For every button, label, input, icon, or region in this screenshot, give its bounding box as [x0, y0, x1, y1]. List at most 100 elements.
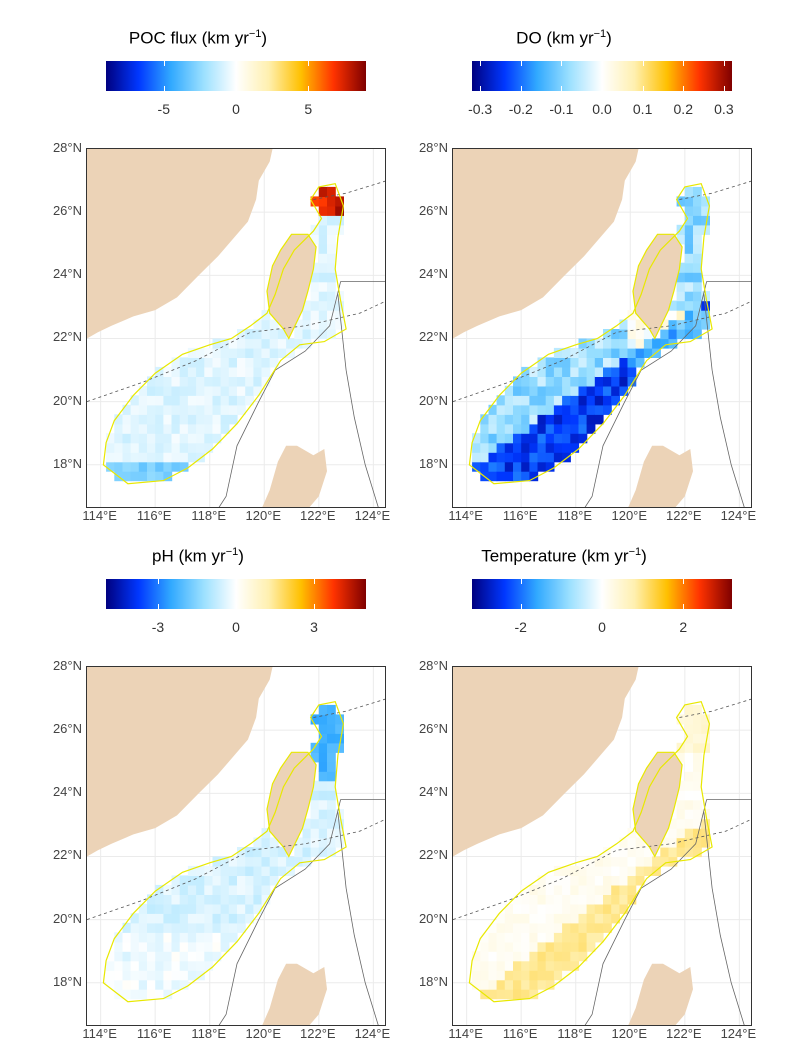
heat-cell: [179, 366, 189, 377]
heat-cell: [196, 894, 205, 905]
heat-cell: [204, 385, 214, 396]
heat-cell: [335, 714, 344, 725]
heat-cell: [529, 960, 539, 971]
heat-cell: [553, 951, 563, 962]
heat-cell: [147, 404, 156, 415]
heat-cell: [529, 414, 539, 425]
heat-cell: [472, 442, 481, 453]
heat-cell: [228, 376, 238, 387]
heat-cell: [187, 385, 197, 396]
heat-cell: [570, 903, 580, 914]
heat-cell: [122, 452, 132, 463]
heat-cell: [693, 243, 702, 254]
heat-cell: [545, 884, 555, 895]
heat-cell: [619, 875, 629, 886]
heat-cell: [684, 723, 694, 734]
heat-cell: [676, 714, 686, 725]
heat-cell: [318, 799, 328, 810]
heat-cell: [237, 338, 246, 349]
heat-cell: [318, 733, 328, 744]
heat-cell: [684, 205, 694, 216]
heat-cell: [513, 960, 522, 971]
heat-cell: [294, 338, 304, 349]
heat-cell: [318, 300, 328, 311]
heat-cell: [212, 932, 222, 943]
heat-cell: [253, 865, 263, 876]
colorbar-tick: [723, 61, 725, 66]
colorbar-tick-label: -0.3: [468, 101, 493, 117]
heat-cell: [163, 433, 173, 444]
heat-cell: [578, 414, 588, 425]
heat-cell: [570, 960, 580, 971]
lat-axis-label: 18°N: [418, 455, 448, 471]
heat-cell: [562, 376, 571, 387]
heat-cell: [537, 894, 547, 905]
lon-axis-label: 116°E: [502, 1026, 538, 1041]
heat-cell: [611, 329, 620, 340]
heat-cell: [701, 723, 710, 734]
heat-cell: [327, 234, 336, 245]
heat-cell: [106, 433, 115, 444]
land-china: [87, 149, 273, 339]
heat-cell: [627, 329, 637, 340]
heat-cell: [537, 357, 547, 368]
heat-cell: [253, 875, 263, 886]
heat-cell: [496, 951, 506, 962]
colorbar-tick-label: -2: [514, 619, 527, 635]
heat-cell: [684, 329, 694, 340]
heat-cell: [196, 442, 205, 453]
dashed-boundary-line: [313, 698, 385, 718]
heat-cell: [220, 347, 230, 358]
heat-cell: [701, 215, 710, 226]
lon-axis-label: 114°E: [82, 508, 117, 523]
heat-cell: [529, 979, 539, 990]
colorbar-tick-label: 3: [310, 619, 318, 635]
heat-cell: [138, 941, 148, 952]
heat-cell: [537, 951, 547, 962]
heat-cell: [122, 970, 132, 981]
heat-cell: [187, 970, 197, 981]
heat-cell: [553, 970, 563, 981]
heat-cell: [327, 733, 336, 744]
heat-cell: [545, 376, 555, 387]
heat-cell: [594, 884, 604, 895]
heat-cell: [220, 922, 230, 933]
heat-cell: [245, 856, 254, 867]
panel-ph: pH (km yr−1) -3 0 3 28°N 26°N 24°N 22°N 20°N 18…: [0, 518, 396, 1046]
heat-cell: [570, 951, 580, 962]
heat-cell: [676, 196, 686, 207]
heat-cell: [586, 338, 596, 349]
heat-cell: [537, 979, 547, 990]
heat-cell: [147, 442, 156, 453]
land-luzon: [628, 445, 693, 507]
heat-cell: [269, 329, 279, 340]
heat-cell: [504, 395, 514, 406]
land-china: [87, 667, 273, 857]
colorbar-tick: [308, 61, 310, 66]
heat-cell: [163, 932, 173, 943]
heat-cell: [676, 828, 686, 839]
heat-cell: [693, 272, 702, 283]
colorbar-tick: [683, 61, 685, 66]
heat-cell: [294, 329, 304, 340]
heat-cell: [204, 903, 214, 914]
heat-cell: [318, 234, 328, 245]
heat-cell: [130, 951, 140, 962]
lat-axis-label: 26°N: [52, 203, 82, 219]
heat-cell: [693, 310, 702, 321]
study-area-boundary: [102, 183, 347, 485]
heat-cell: [327, 714, 336, 725]
heat-cell: [335, 310, 344, 321]
heat-cell: [693, 215, 702, 226]
heat-cell: [562, 385, 571, 396]
heat-cell: [114, 414, 124, 425]
heat-cell: [545, 941, 555, 952]
heat-cell: [253, 903, 263, 914]
heat-cell: [553, 376, 563, 387]
study-area-boundary: [468, 183, 713, 485]
heat-cell: [553, 960, 563, 971]
heat-cell: [179, 922, 189, 933]
heat-cell: [204, 414, 214, 425]
heat-cell: [578, 404, 588, 415]
heat-cell: [594, 922, 604, 933]
